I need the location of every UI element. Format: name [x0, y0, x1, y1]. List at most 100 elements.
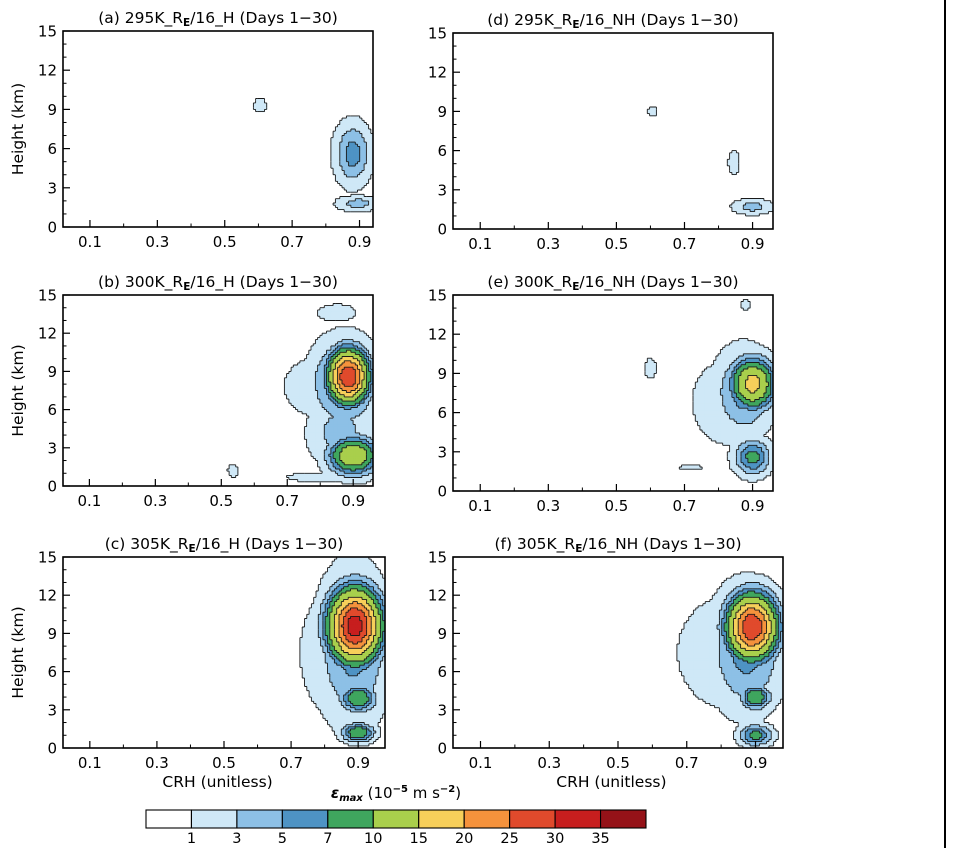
contour-cell: [359, 152, 363, 156]
contour-cell: [339, 307, 343, 311]
contour-cell: [332, 578, 335, 581]
contour-cell: [328, 335, 332, 339]
contour-cell: [344, 449, 348, 453]
contour-cell: [311, 671, 315, 675]
contour-cell: [330, 352, 334, 356]
contour-cell: [348, 454, 352, 457]
contour-cell: [332, 605, 335, 609]
contour-cell: [346, 409, 350, 413]
contour-cell: [370, 428, 373, 432]
contour-cell: [333, 394, 336, 398]
contour-cell: [348, 398, 352, 402]
contour-cell: [353, 413, 356, 417]
contour-cell: [350, 161, 354, 165]
contour-cell: [350, 198, 354, 202]
contour-cell: [366, 658, 370, 662]
contour-cell: [350, 159, 354, 163]
contour-cell: [371, 620, 375, 624]
contour-cell: [336, 650, 340, 654]
contour-cell: [364, 658, 368, 662]
contour-cell: [337, 331, 341, 334]
contour-cell: [375, 578, 379, 581]
contour-cell: [359, 569, 363, 573]
contour-cell: [361, 477, 365, 481]
contour-cell: [337, 318, 341, 322]
contour-cell: [326, 447, 330, 451]
contour-cell: [361, 435, 365, 438]
contour-cell: [342, 135, 345, 139]
contour-cell: [342, 396, 345, 400]
contour-cell: [357, 627, 361, 630]
contour-cell: [382, 646, 385, 649]
contour-cell: [313, 398, 317, 402]
contour-cell: [368, 198, 372, 202]
contour-cell: [341, 641, 345, 645]
contour-cell: [299, 377, 303, 381]
contour-cell: [350, 356, 354, 360]
contour-cell: [308, 352, 312, 356]
contour-cell: [352, 569, 356, 573]
contour-cell: [344, 146, 348, 150]
contour-cell: [299, 644, 303, 647]
contour-cell: [335, 449, 339, 453]
contour-cell: [335, 411, 339, 415]
contour-cell: [352, 571, 356, 575]
contour-cell: [346, 115, 350, 119]
contour-cell: [368, 599, 372, 603]
contour-cell: [306, 418, 310, 421]
contour-cell: [364, 557, 368, 560]
contour-cell: [359, 120, 363, 124]
contour-cell: [346, 150, 350, 154]
contour-cell: [345, 578, 349, 581]
contour-cell: [348, 150, 352, 154]
contour-cell: [304, 665, 308, 668]
contour-cell: [319, 418, 323, 421]
contour-cell: [333, 396, 336, 400]
contour-cell: [370, 462, 373, 466]
contour-cell: [350, 650, 354, 654]
contour-cell: [359, 394, 363, 398]
contour-cell: [284, 390, 288, 394]
contour-cell: [350, 610, 354, 613]
contour-cell: [366, 597, 370, 601]
contour-cell: [359, 339, 363, 343]
contour-cell: [330, 161, 334, 165]
contour-cell: [324, 475, 328, 479]
contour-cell: [339, 398, 343, 402]
contour-cell: [344, 157, 348, 161]
contour-cell: [330, 348, 334, 351]
contour-cell: [346, 413, 350, 417]
contour-cell: [337, 343, 341, 347]
contour-cell: [361, 179, 365, 182]
contour-cell: [373, 646, 377, 649]
contour-cell: [375, 663, 379, 666]
contour-cell: [350, 144, 354, 148]
contour-cell: [335, 377, 339, 381]
contour-cell: [348, 618, 352, 622]
contour-cell: [319, 341, 323, 345]
contour-cell: [324, 443, 328, 447]
contour-cell: [286, 396, 290, 400]
contour-cell: [353, 426, 356, 430]
contour-cell: [322, 471, 325, 474]
contour-cell: [361, 161, 365, 165]
contour-cell: [336, 580, 340, 584]
contour-cell: [328, 411, 332, 415]
contour-cell: [355, 189, 359, 193]
contour-cell: [304, 379, 308, 383]
contour-cell: [357, 129, 361, 132]
contour-cell: [344, 418, 348, 421]
contour-cell: [322, 580, 326, 584]
contour-cell: [302, 477, 305, 481]
contour-cell: [337, 403, 341, 406]
contour-cell: [339, 352, 343, 356]
contour-cell: [304, 365, 308, 368]
contour-cell: [371, 671, 375, 675]
contour-cell: [378, 629, 381, 632]
contour-cell: [371, 565, 375, 569]
contour-cell: [344, 377, 348, 381]
contour-cell: [288, 377, 292, 381]
contour-cell: [353, 176, 356, 180]
contour-cell: [326, 365, 330, 368]
contour-cell: [342, 185, 345, 189]
